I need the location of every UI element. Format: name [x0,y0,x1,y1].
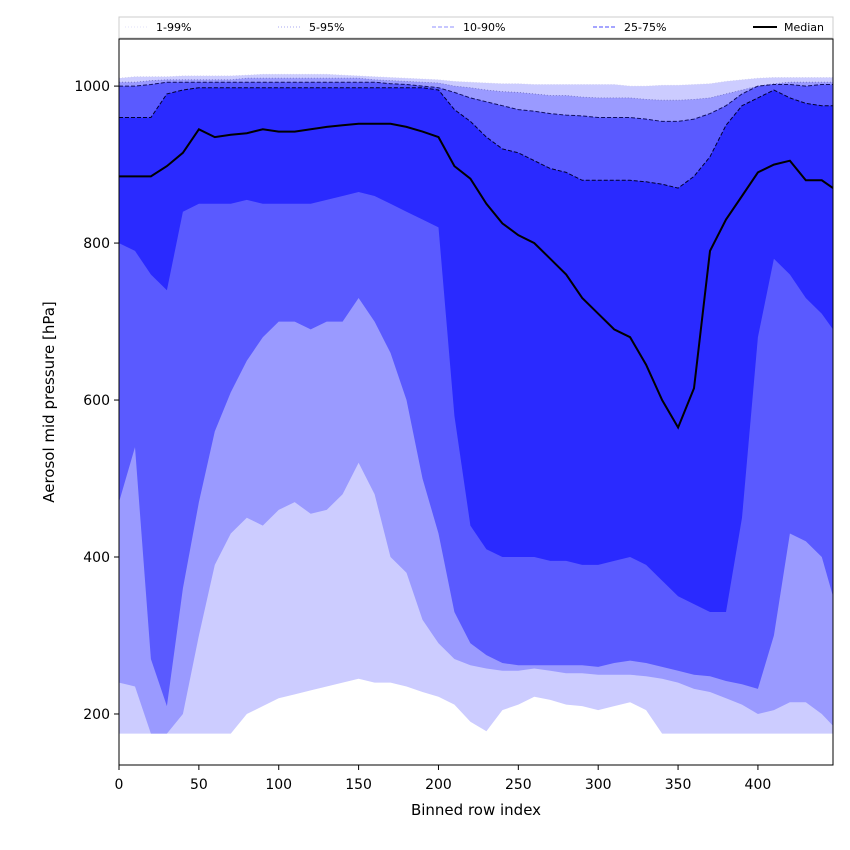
band-25-75 [119,87,833,612]
y-axis: 200 400 600 800 1000 [74,79,119,723]
x-tick-label: 400 [745,777,772,793]
y-tick-label: 1000 [74,79,110,95]
x-tick-label: 100 [265,777,292,793]
legend-label: 25-75% [624,21,666,34]
chart-lines [118,73,834,430]
legend-label: 10-90% [463,21,505,34]
legend-box [118,16,834,39]
x-axis: 0 50 100 150 200 250 300 350 400 [115,765,772,793]
y-tick-label: 800 [83,236,110,252]
legend-label: Median [784,21,824,34]
line-p95 [119,77,833,101]
legend: 1-99% 5-95% 10-90% 25-75% Median [118,16,834,39]
legend-label: 5-95% [309,21,344,34]
x-tick-label: 150 [345,777,372,793]
legend-label: 1-99% [156,21,191,34]
y-tick-label: 200 [83,707,110,723]
x-tick-label: 0 [115,777,124,793]
x-tick-label: 200 [425,777,452,793]
x-tick-label: 250 [505,777,532,793]
median-line [119,122,834,430]
y-axis-label: Aerosol mid pressure [hPa] [40,301,58,503]
chart-bands [119,74,833,734]
x-axis-label: Binned row index [411,801,541,819]
y-tick-label: 600 [83,393,110,409]
x-tick-label: 50 [190,777,208,793]
line-p90 [119,81,833,122]
plot-frame [118,38,834,766]
y-tick-label: 400 [83,550,110,566]
x-tick-label: 350 [665,777,692,793]
x-tick-label: 300 [585,777,612,793]
line-p75 [119,87,833,189]
